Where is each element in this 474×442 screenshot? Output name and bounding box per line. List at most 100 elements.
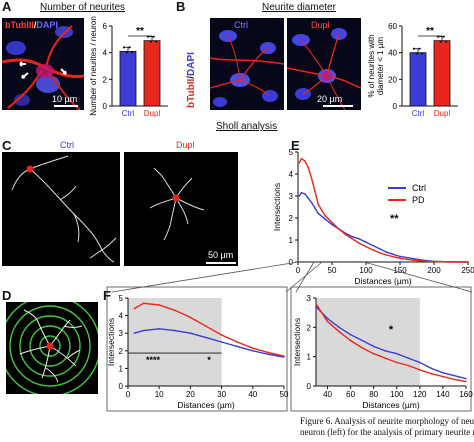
- series-point: [399, 255, 401, 258]
- x-tick-label: 0: [296, 266, 301, 275]
- series-point: [419, 260, 422, 262]
- zoom-frame: [290, 286, 472, 412]
- series-point: [338, 326, 340, 329]
- series-point: [326, 320, 329, 323]
- series-point: [453, 261, 456, 263]
- significance-label: **: [136, 26, 144, 37]
- series-point: [315, 305, 317, 308]
- series-line-pd: [298, 157, 468, 263]
- series-point: [331, 221, 333, 224]
- series-line-pd: [315, 303, 467, 383]
- scale-bar-label-b: 20 µm: [317, 94, 343, 104]
- data-point: [418, 47, 421, 50]
- y-tick-label: 6: [103, 22, 108, 31]
- series-point: [158, 304, 161, 306]
- series-point: [314, 190, 316, 193]
- x-tick-label: 80: [369, 390, 378, 399]
- series-point: [412, 259, 415, 262]
- data-point: [421, 52, 424, 55]
- series-point: [465, 377, 467, 380]
- panel-a-letter: A: [2, 0, 12, 14]
- series-point: [307, 197, 310, 200]
- panel-a-title: Number of neurites: [40, 2, 126, 13]
- significance-label-left: ****: [146, 355, 161, 365]
- series-point: [405, 258, 408, 261]
- y-axis-label-line-1: % of neurites with: [367, 34, 376, 97]
- y-tick-label: 4: [119, 312, 124, 321]
- series-point: [220, 334, 223, 336]
- series-point: [331, 223, 333, 226]
- series-point: [307, 166, 310, 169]
- series-point: [392, 255, 395, 258]
- series-point: [315, 302, 317, 305]
- sholl-dupl-tracing: 50 µm: [124, 152, 238, 266]
- series-point: [300, 157, 303, 160]
- shaded-region: [128, 298, 222, 386]
- stain-label: bTubIII/DAPI: [5, 20, 58, 30]
- bar-dupl: [143, 40, 161, 107]
- data-point: [415, 52, 418, 55]
- series-point: [189, 332, 192, 335]
- dupl-image-label: Dupl: [311, 20, 330, 30]
- bar-chart-diameter: 0 20 40 60 Ctrl Dupl ** % of neurites withdiame…: [367, 22, 458, 118]
- series-point: [399, 257, 401, 260]
- series-point: [465, 380, 467, 383]
- series-point: [418, 368, 421, 371]
- x-tick-label: Dupl: [434, 109, 451, 118]
- series-point: [378, 247, 381, 250]
- sholl-ctrl-tracing: Ctrl: [2, 152, 120, 266]
- series-point: [236, 345, 239, 348]
- series-point: [310, 177, 313, 180]
- y-tick-label: 0: [119, 382, 124, 391]
- significance-label: **: [426, 26, 434, 37]
- y-tick-label: 0: [103, 102, 108, 111]
- y-tick-label: 5: [119, 294, 124, 303]
- series-point: [326, 317, 329, 320]
- x-tick-label: 60: [346, 390, 355, 399]
- series-point: [344, 233, 347, 236]
- panel-c-title: Sholl analysis: [216, 121, 278, 132]
- y-tick-label: 0: [289, 258, 294, 267]
- x-tick-label: 50: [280, 390, 289, 399]
- y-tick-label: 2: [289, 214, 294, 223]
- x-tick-label: 10: [155, 390, 164, 399]
- significance-label: **: [390, 213, 399, 225]
- neurite-count-micrograph: bTubIII/DAPI 10 µm: [2, 18, 84, 110]
- data-point: [128, 46, 131, 49]
- y-axis-label: Intersections: [106, 318, 116, 366]
- x-tick-label: Ctrl: [412, 109, 425, 118]
- series-point: [205, 336, 207, 339]
- series-point: [426, 260, 429, 263]
- y-tick-label: 40: [388, 49, 397, 58]
- series-point: [133, 307, 136, 310]
- series-point: [300, 191, 303, 194]
- x-tick-label: 40: [248, 390, 257, 399]
- series-point: [442, 371, 444, 374]
- series-point: [236, 341, 239, 343]
- series-point: [439, 260, 442, 263]
- diameter-ctrl-micrograph: Ctrl: [210, 18, 284, 110]
- caption-line-1: Figure 6. Analysis of neurite morphology…: [300, 416, 474, 426]
- y-tick-label: 3: [289, 192, 294, 201]
- series-point: [298, 162, 301, 164]
- y-tick-label: 4: [103, 49, 108, 58]
- series-point: [405, 256, 408, 259]
- diameter-dupl-micrograph: Dupl 20 µm: [287, 18, 361, 110]
- x-tick-label: Ctrl: [122, 109, 135, 118]
- series-point: [365, 245, 367, 248]
- sholl-dupl-label-top: Dupl: [176, 140, 195, 150]
- series-point: [298, 195, 301, 197]
- y-tick-label: 4: [289, 170, 294, 179]
- data-point: [439, 40, 442, 43]
- series-point: [351, 235, 354, 238]
- series-point: [337, 228, 340, 230]
- significance-label: *: [389, 324, 394, 336]
- x-tick-label: 250: [461, 266, 474, 275]
- series-point: [460, 261, 463, 263]
- series-point: [349, 339, 352, 342]
- scale-bar: [54, 105, 78, 107]
- series-point: [133, 332, 136, 335]
- series-point: [324, 218, 327, 220]
